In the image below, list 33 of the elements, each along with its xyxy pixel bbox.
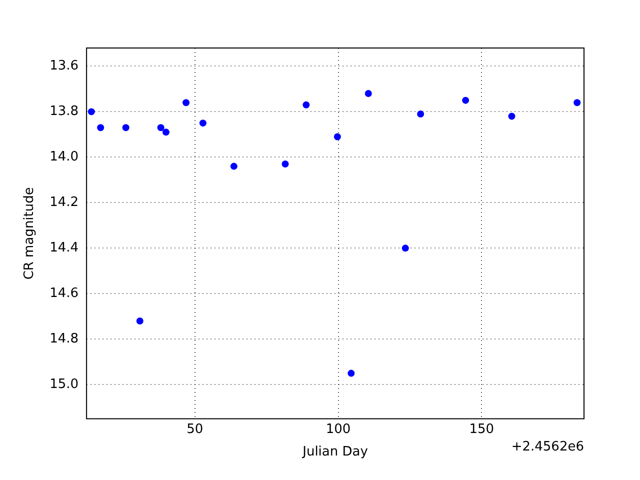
y-tick-label: 14.6 xyxy=(50,286,79,302)
point xyxy=(574,99,581,106)
point xyxy=(157,124,164,132)
point xyxy=(136,317,144,324)
point xyxy=(402,244,409,252)
point xyxy=(230,162,238,170)
y-tick-label: 14.0 xyxy=(50,150,79,165)
y-tick-label: 14.8 xyxy=(50,332,79,347)
point xyxy=(88,108,95,116)
text: +2.4562e6 xyxy=(511,440,584,455)
x-tick-label: 150 xyxy=(469,422,494,437)
y-tick-label: 13.6 xyxy=(50,58,79,74)
y-tick-label: 14.2 xyxy=(50,195,79,210)
point xyxy=(122,124,130,132)
point xyxy=(462,96,470,104)
point xyxy=(417,110,424,118)
x-tick-label: 100 xyxy=(326,422,351,437)
y-axis-title: CR magnitude xyxy=(22,187,38,280)
point xyxy=(182,99,190,106)
y-tick-label: 14.4 xyxy=(50,240,79,256)
y-tick-label: 15.0 xyxy=(50,377,79,392)
point xyxy=(97,124,104,132)
point xyxy=(508,112,516,120)
point xyxy=(348,370,355,377)
y-tick-label: 13.8 xyxy=(50,104,79,120)
point xyxy=(364,90,372,97)
point xyxy=(282,160,289,168)
point xyxy=(302,101,310,108)
point xyxy=(199,120,206,127)
x-axis-title: Julian Day xyxy=(302,444,368,460)
point xyxy=(162,128,170,136)
point xyxy=(334,133,341,140)
x-tick-label: 50 xyxy=(186,422,204,437)
